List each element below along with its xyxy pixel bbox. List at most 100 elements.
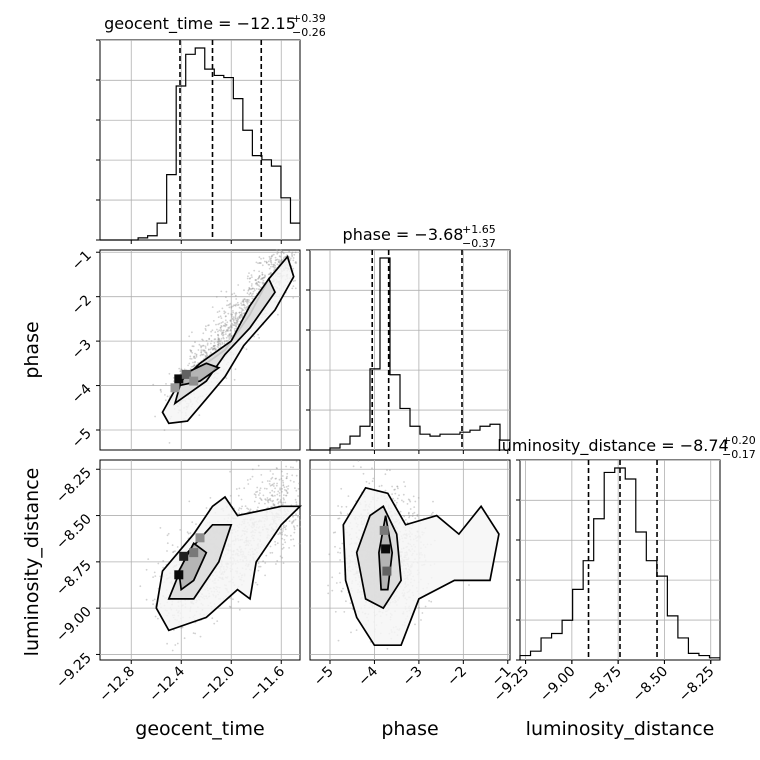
scatter-point [152,383,155,386]
scatter-point [210,334,213,337]
scatter-point [432,500,434,503]
scatter-point [191,521,194,524]
scatter-point [224,315,227,318]
scatter-point [239,315,242,317]
scatter-point [246,305,249,308]
scatter-point [233,324,236,327]
scatter-point [267,501,270,504]
scatter-point [357,459,360,462]
scatter-point [172,377,175,379]
scatter-point [248,299,250,301]
scatter-point [282,546,285,549]
panel-frame [99,39,301,241]
scatter-point [234,294,237,297]
histogram-step-luminosity-distance [519,467,720,660]
scatter-point [288,250,291,253]
scatter-point [234,313,237,316]
x-tick-label: −12.4 [146,663,188,705]
scatter-point [271,500,274,503]
scatter-point [339,559,341,561]
scatter-point [284,528,287,531]
scatter-point [217,330,219,333]
title-minus: −0.26 [292,26,326,39]
title-plus: +0.20 [722,434,756,447]
scatter-point [384,473,387,476]
scatter-point [276,467,278,470]
scatter-point [153,571,156,574]
scatter-point [225,324,228,326]
scatter-point [232,304,235,307]
scatter-point [253,288,256,290]
scatter-point [246,292,249,295]
scatter-point [355,629,358,631]
scatter-point [280,251,283,254]
scatter-point [192,365,194,368]
scatter-point [217,342,220,344]
scatter-point [205,355,208,358]
scatter-point [254,581,257,584]
scatter-point [206,342,209,345]
scatter-point [360,466,362,469]
scatter-point [258,285,261,288]
scatter-point [240,498,243,501]
scatter-point [229,329,232,332]
scatter-point [163,429,166,431]
scatter-point [213,344,216,347]
scatter-point [337,551,339,554]
scatter-point [218,340,221,343]
scatter-point [414,517,417,520]
scatter-point [236,317,239,320]
scatter-point [256,509,258,511]
scatter-point [238,311,241,314]
scatter-point [262,560,264,562]
x-tick-label: −9.00 [537,664,579,706]
scatter-point [267,500,269,503]
scatter-point [408,511,410,514]
scatter-point [262,277,264,279]
scatter-point [222,324,225,327]
scatter-point [190,350,193,353]
scatter-point [235,488,238,490]
scatter-point [230,325,233,328]
scatter-point [280,501,283,504]
scatter-point [201,354,204,356]
scatter-point [276,499,279,501]
scatter-point [257,288,260,291]
scatter-point [260,278,262,281]
scatter-point [280,528,282,531]
scatter-point [282,528,284,530]
scatter-point [193,357,195,359]
scatter-point [261,273,264,276]
scatter-point [227,328,229,331]
scatter-point [147,558,150,560]
scatter-point [250,285,253,287]
scatter-point [378,485,381,488]
scatter-point [214,344,217,347]
scatter-point [200,349,203,352]
scatter-point [267,273,270,276]
scatter-point [228,306,231,309]
scatter-point [277,498,279,501]
scatter-point [260,474,263,476]
scatter-point [279,532,282,535]
scatter-point [250,288,252,291]
scatter-point [264,574,266,577]
xlabel-luminosity-distance: luminosity_distance [526,718,715,740]
scatter-point [282,501,285,504]
scatter-point [211,306,214,308]
scatter-point [257,562,260,565]
scatter-point [237,316,240,319]
scatter-point [232,320,235,322]
scatter-point [239,316,241,319]
scatter-point [430,513,433,515]
scatter-point [225,377,228,380]
scatter-point [417,497,420,499]
scatter-point [193,355,196,358]
scatter-point [271,483,274,486]
y-tick-label: −8.25 [53,465,95,507]
scatter-point [279,498,282,501]
scatter-point [226,340,228,343]
scatter-point [258,337,260,339]
scatter-point [294,279,297,282]
scatter-point [223,325,226,327]
